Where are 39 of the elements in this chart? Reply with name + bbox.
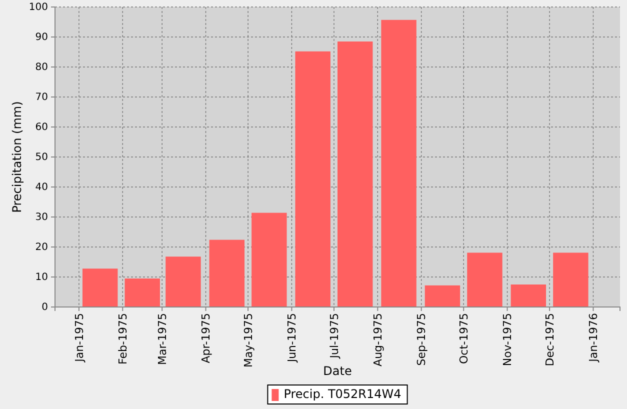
x-tick-label: Sep-1975 [415, 313, 428, 366]
y-tick-label: 60 [35, 122, 48, 134]
y-tick-label: 50 [35, 152, 48, 164]
x-tick-label: Oct-1975 [457, 313, 470, 364]
x-tick-label: May-1975 [242, 313, 255, 368]
x-tick-label: Jan-1976 [587, 313, 600, 363]
bar [510, 284, 546, 307]
x-tick-label: Jun-1975 [286, 313, 299, 364]
bar [209, 240, 245, 307]
bar [295, 51, 330, 307]
legend-label: Precip. T052R14W4 [284, 387, 402, 401]
x-tick-label: Dec-1975 [543, 313, 556, 366]
bar [338, 42, 373, 307]
y-tick-label: 100 [28, 2, 48, 14]
x-tick-label: Mar-1975 [156, 313, 169, 366]
bar [124, 278, 160, 307]
x-tick-label: Jan-1975 [72, 313, 86, 363]
bar [467, 252, 502, 307]
y-tick-label: 0 [42, 302, 48, 314]
y-axis-title: Precipitation (mm) [10, 101, 24, 213]
y-tick-label: 70 [35, 92, 48, 104]
bar [381, 20, 416, 307]
y-tick-label: 30 [35, 212, 48, 224]
bar [424, 285, 460, 307]
y-tick-label: 20 [35, 242, 48, 254]
x-tick-label: Feb-1975 [116, 313, 130, 364]
y-tick-label: 10 [35, 272, 48, 284]
x-axis-title: Date [323, 364, 352, 378]
bar [252, 212, 287, 307]
bar [166, 256, 201, 307]
y-tick-label: 40 [35, 182, 48, 194]
x-tick-label: Jul-1975 [328, 313, 341, 360]
bar [82, 268, 118, 307]
x-tick-label: Aug-1975 [372, 313, 385, 366]
bar [553, 252, 588, 307]
x-tick-label: Nov-1975 [501, 313, 514, 366]
y-tick-label: 80 [35, 62, 48, 74]
y-tick-label: 90 [35, 32, 48, 44]
x-tick-label: Apr-1975 [200, 313, 213, 364]
